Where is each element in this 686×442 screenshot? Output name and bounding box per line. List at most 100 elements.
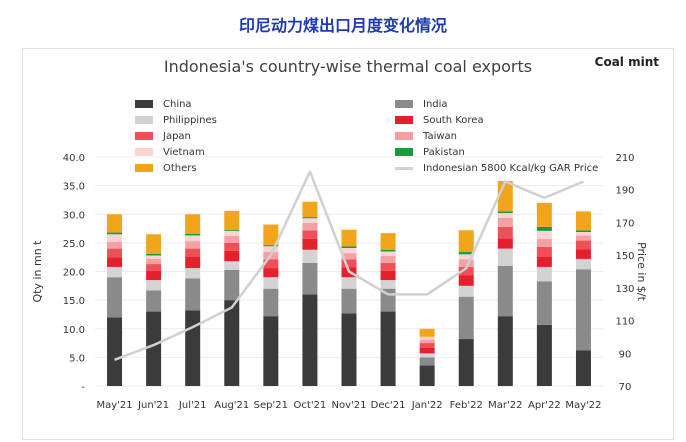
bar-segment [536, 226, 552, 231]
bar-segment [185, 235, 201, 242]
legend-item-pakistan: Pakistan [395, 147, 465, 158]
bar-segment [302, 249, 318, 263]
y-axis-label: Qty in mn t [31, 240, 44, 303]
bar-segment [185, 233, 201, 236]
legend-swatch [395, 132, 413, 140]
bar-segment [458, 266, 474, 276]
bar-segment [302, 218, 318, 223]
bar-segment [107, 266, 123, 278]
bar-segment [146, 253, 162, 256]
bar-segment [458, 296, 474, 340]
bar-segment [575, 235, 591, 241]
legend-label: Vietnam [163, 147, 205, 158]
x-tick-label: Sep'21 [254, 400, 288, 411]
bar-segment [380, 270, 396, 281]
y-tick-label: 15.0 [63, 296, 85, 307]
legend-item-vietnam: Vietnam [135, 147, 205, 158]
bar-segment [497, 211, 513, 214]
x-tick-label: Jan'22 [411, 400, 443, 411]
bar-segment [263, 245, 279, 247]
y2-tick-label: 190 [615, 186, 634, 197]
bar-segment [419, 353, 435, 358]
bar-segment [146, 311, 162, 386]
legend-item-south-korea: South Korea [395, 115, 484, 126]
bar-segment [419, 347, 435, 354]
y-tick-label: 5.0 [69, 353, 85, 364]
bar-segment [380, 251, 396, 257]
x-tick-label: Aug'21 [214, 400, 249, 411]
bar-segment [107, 317, 123, 386]
page-title: 印尼动力煤出口月度变化情况 [238, 16, 447, 35]
bar-segment [380, 256, 396, 263]
bar-segment [419, 365, 435, 386]
bar-segment [341, 259, 357, 268]
bar-segment [107, 241, 123, 249]
y2-tick-label: 150 [615, 251, 634, 262]
y-tick-label: 35.0 [63, 182, 85, 193]
legend-item-india: India [395, 99, 448, 110]
legend-swatch [135, 100, 153, 108]
bar-segment [575, 231, 591, 236]
y2-tick-label: 170 [615, 218, 634, 229]
bar-segment [224, 210, 240, 230]
bar-segment [146, 270, 162, 281]
bar-segment [224, 230, 240, 237]
bar-segment [536, 324, 552, 386]
x-tick-label: Jun'21 [137, 400, 169, 411]
bar-segment [341, 248, 357, 254]
y-tick-label: 30.0 [63, 210, 85, 221]
bar-segment [497, 316, 513, 386]
bar-segment [224, 229, 240, 231]
chart-frame: Indonesia's country-wise thermal coal ex… [22, 48, 674, 440]
bar-segment [185, 278, 201, 311]
bar-segment [302, 262, 318, 295]
legend-swatch [395, 100, 413, 108]
bar-segment [536, 281, 552, 325]
legend-item-others: Others [135, 163, 197, 174]
legend-label: India [423, 99, 448, 110]
bar-segment [575, 350, 591, 386]
y-tick-label: - [81, 382, 85, 393]
bar-segment [185, 241, 201, 249]
y2-axis-label: Price in $/t [635, 242, 648, 302]
legend-swatch [135, 132, 153, 140]
bar-segment [107, 214, 123, 233]
price-line [114, 170, 584, 361]
bar-segment [302, 238, 318, 250]
legend-swatch [135, 148, 153, 156]
y2-tick-label: 210 [615, 153, 634, 164]
x-tick-label: May'22 [565, 400, 601, 411]
bar-segment [302, 201, 318, 218]
bar-segment [575, 211, 591, 231]
chart-title: Indonesia's country-wise thermal coal ex… [163, 57, 533, 76]
legend-swatch [395, 148, 413, 156]
bar-segment [380, 233, 396, 250]
bar-segment [458, 259, 474, 267]
bar-segment [263, 259, 279, 269]
legend-label: China [163, 99, 192, 110]
x-tick-label: May'21 [96, 400, 132, 411]
bar-segment [497, 238, 513, 249]
bar-segment [263, 246, 279, 253]
bar-segment [575, 240, 591, 250]
bar-segment [302, 217, 318, 219]
bar-segment [575, 269, 591, 351]
bar-segment [575, 258, 591, 270]
chart-svg: - 5.0 10.0 15.0 20.0 25.0 30.0 35.0 40.0 70 90 110 1… [31, 153, 648, 411]
bar-segment [536, 246, 552, 257]
bar-segment [185, 310, 201, 386]
bar-segment [497, 226, 513, 239]
bar-segment [146, 258, 162, 265]
legend-label: Indonesian 5800 Kcal/kg GAR Price [423, 163, 599, 174]
x-tick-label: Oct'21 [294, 400, 327, 411]
bar-segment [497, 213, 513, 218]
legend-label: Others [163, 163, 197, 174]
coalmint-logo: Coal mint [594, 55, 659, 69]
bar-segment [146, 290, 162, 312]
bar-segment [107, 248, 123, 258]
legend-label: Philippines [163, 115, 217, 126]
bar-segment [146, 264, 162, 271]
bar-segment [185, 214, 201, 234]
bar-segment [575, 230, 591, 232]
x-tick-label: Jul'21 [178, 400, 207, 411]
